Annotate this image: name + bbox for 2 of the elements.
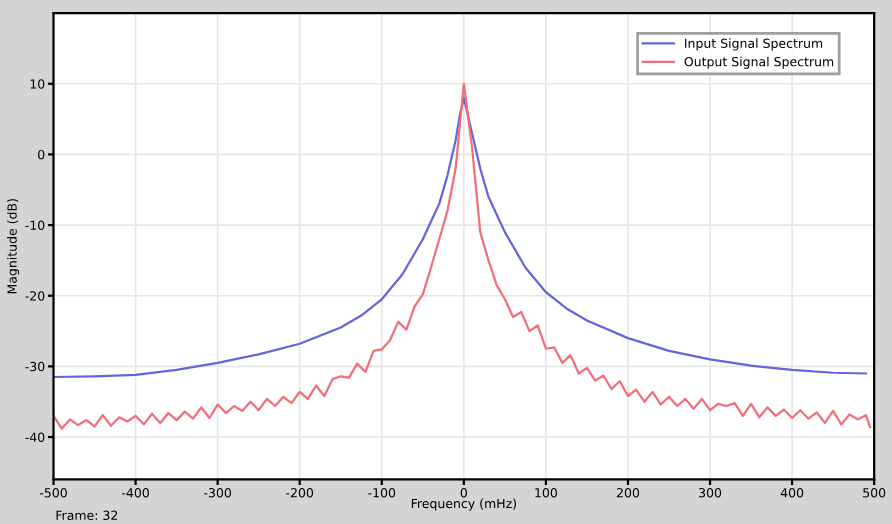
line-series [53,82,872,430]
line-series [53,96,868,379]
